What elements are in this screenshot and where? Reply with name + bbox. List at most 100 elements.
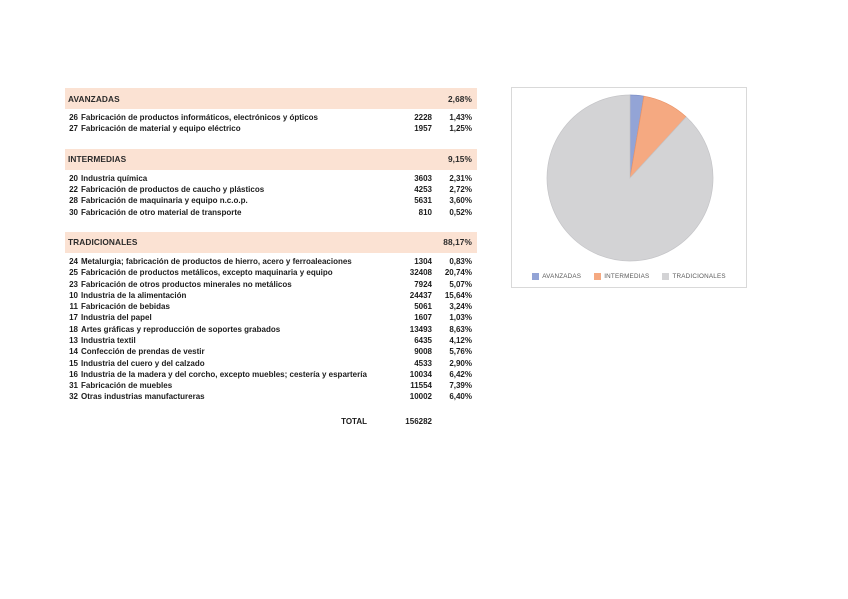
table-section: TRADICIONALES 88,17% 24 Metalurgia; fabr… (65, 231, 477, 403)
table-row: 11 Fabricación de bebidas 5061 3,24% (65, 301, 477, 312)
table-row: 25 Fabricación de productos metálicos, e… (65, 267, 477, 278)
section-rows: 26 Fabricación de productos informáticos… (65, 112, 477, 135)
row-label: Fabricación de otro material de transpor… (81, 207, 242, 217)
table-row: 31 Fabricación de muebles 11554 7,39% (65, 380, 477, 391)
row-code: 15 (69, 358, 78, 368)
row-code: 10 (69, 290, 78, 300)
row-label: Artes gráficas y reproducción de soporte… (81, 324, 281, 334)
row-value: 10034 (409, 369, 432, 379)
section-percent: 88,17% (443, 237, 472, 248)
row-value: 5061 (414, 302, 432, 312)
table-row: 13 Industria textil 6435 4,12% (65, 335, 477, 346)
row-value: 9008 (414, 347, 432, 357)
row-code: 22 (69, 185, 78, 195)
row-code: 30 (69, 207, 78, 217)
table-sections: AVANZADAS 2,68% 26 Fabricación de produc… (65, 88, 477, 403)
row-percent: 5,07% (449, 279, 472, 289)
section-percent: 2,68% (447, 93, 472, 104)
industry-table: AVANZADAS 2,68% 26 Fabricación de produc… (65, 88, 477, 427)
legend-label: INTERMEDIAS (604, 273, 650, 280)
row-code: 25 (69, 268, 78, 278)
row-label: Otras industrias manufactureras (81, 392, 205, 402)
section-rows: 24 Metalurgia; fabricación de productos … (65, 256, 477, 403)
section-name: AVANZADAS (68, 93, 120, 104)
total-value: 156282 (405, 416, 432, 426)
row-label: Fabricación de muebles (81, 381, 173, 391)
row-code: 16 (69, 369, 78, 379)
row-code: 28 (69, 196, 78, 206)
table-row: 24 Metalurgia; fabricación de productos … (65, 256, 477, 267)
table-row: 27 Fabricación de material y equipo eléc… (65, 123, 477, 134)
table-row: 30 Fabricación de otro material de trans… (65, 206, 477, 217)
row-value: 5631 (414, 196, 432, 206)
row-label: Fabricación de maquinaria y equipo n.c.o… (81, 196, 248, 206)
row-label: Industria de la alimentación (81, 290, 187, 300)
row-percent: 6,42% (449, 369, 472, 379)
legend-item-intermedias: INTERMEDIAS (594, 273, 649, 280)
row-code: 20 (69, 173, 78, 183)
row-label: Metalurgia; fabricación de productos de … (81, 256, 352, 266)
row-percent: 15,64% (444, 290, 472, 300)
table-row: 18 Artes gráficas y reproducción de sopo… (65, 324, 477, 335)
row-percent: 3,60% (449, 196, 472, 206)
row-percent: 5,76% (449, 347, 472, 357)
row-label: Fabricación de otros productos minerales… (81, 279, 292, 289)
row-percent: 1,03% (449, 313, 472, 323)
row-percent: 20,74% (444, 268, 472, 278)
section-header: AVANZADAS 2,68% (65, 88, 477, 109)
row-value: 4253 (414, 185, 432, 195)
section-percent: 9,15% (447, 154, 472, 165)
row-percent: 1,43% (449, 113, 472, 123)
section-header: INTERMEDIAS 9,15% (65, 148, 477, 170)
pie-chart (546, 94, 714, 262)
row-code: 26 (69, 113, 78, 123)
row-percent: 4,12% (449, 336, 472, 345)
table-row: 28 Fabricación de maquinaria y equipo n.… (65, 195, 477, 206)
table-section: AVANZADAS 2,68% 26 Fabricación de produc… (65, 88, 477, 135)
row-label: Fabricación de productos informáticos, e… (81, 113, 318, 123)
row-percent: 0,52% (449, 207, 472, 217)
row-value: 6435 (414, 336, 432, 345)
section-rows: 20 Industria química 3603 2,31% 22 Fabri… (65, 173, 477, 218)
row-code: 11 (69, 302, 78, 312)
legend-swatch-icon (594, 273, 602, 280)
row-code: 13 (69, 336, 78, 345)
row-code: 18 (69, 324, 78, 334)
row-value: 3603 (414, 173, 432, 183)
chart-legend: AVANZADAS INTERMEDIAS TRADICIONALES (512, 273, 746, 280)
table-row: 26 Fabricación de productos informáticos… (65, 112, 477, 123)
row-percent: 8,63% (449, 324, 472, 334)
row-percent: 3,24% (449, 302, 472, 312)
legend-swatch-icon (662, 273, 670, 280)
row-percent: 1,25% (449, 124, 472, 134)
pie-chart-panel: AVANZADAS INTERMEDIAS TRADICIONALES (511, 87, 747, 288)
table-row: 15 Industria del cuero y del calzado 453… (65, 357, 477, 368)
row-value: 1607 (414, 313, 432, 323)
total-row: TOTAL 156282 (65, 416, 477, 427)
row-value: 4533 (414, 358, 432, 368)
row-code: 27 (69, 124, 78, 134)
row-label: Fabricación de productos metálicos, exce… (81, 268, 333, 278)
row-code: 23 (69, 279, 78, 289)
row-label: Industria de la madera y del corcho, exc… (81, 369, 367, 379)
row-value: 810 (418, 207, 432, 217)
row-value: 7924 (414, 279, 432, 289)
legend-swatch-icon (532, 273, 540, 280)
row-percent: 6,40% (449, 392, 472, 402)
row-label: Industria del cuero y del calzado (81, 358, 205, 368)
table-row: 14 Confección de prendas de vestir 9008 … (65, 346, 477, 357)
row-code: 14 (69, 347, 78, 357)
table-row: 32 Otras industrias manufactureras 10002… (65, 391, 477, 402)
table-row: 22 Fabricación de productos de caucho y … (65, 184, 477, 195)
row-percent: 0,83% (449, 256, 472, 266)
total-label: TOTAL (341, 416, 367, 426)
table-section: INTERMEDIAS 9,15% 20 Industria química 3… (65, 148, 477, 218)
table-row: 16 Industria de la madera y del corcho, … (65, 369, 477, 380)
legend-label: TRADICIONALES (672, 273, 726, 280)
row-percent: 2,90% (449, 358, 472, 368)
row-percent: 7,39% (449, 381, 472, 391)
legend-label: AVANZADAS (542, 273, 582, 280)
row-value: 13493 (409, 324, 432, 334)
row-percent: 2,31% (449, 173, 472, 183)
